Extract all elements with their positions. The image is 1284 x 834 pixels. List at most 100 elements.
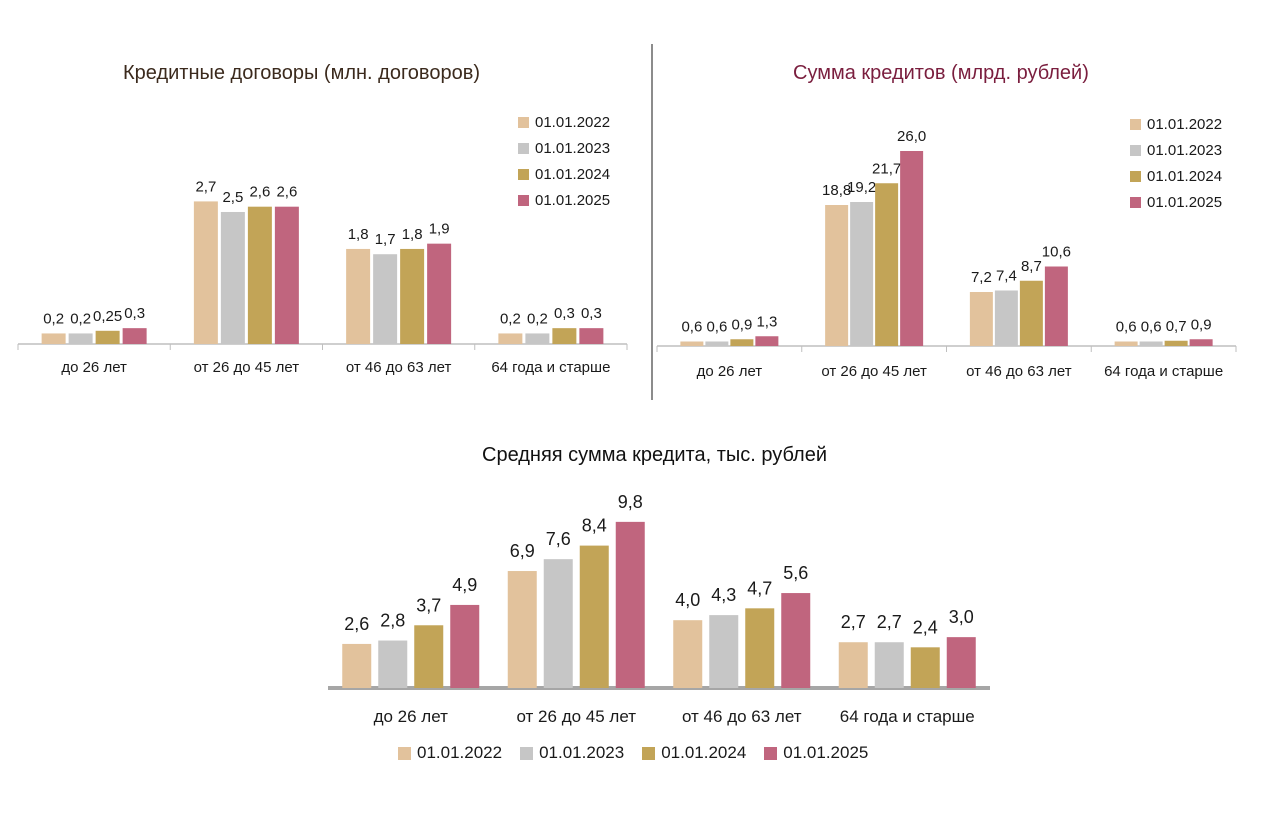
data-label: 2,8 [380, 611, 405, 631]
legend-item: 01.01.2024 [518, 166, 610, 183]
bar [900, 151, 924, 346]
bar [615, 521, 645, 688]
data-label: 4,9 [452, 575, 477, 595]
bar [1114, 341, 1138, 346]
legend-swatch-2025 [1130, 197, 1141, 208]
bar [543, 559, 573, 688]
legend-item: 01.01.2022 [398, 743, 502, 763]
bar [994, 290, 1018, 346]
data-label: 0,6 [1141, 319, 1162, 336]
bar [552, 328, 577, 344]
bar [378, 640, 408, 688]
chart-title: Средняя сумма кредита, тыс. рублей [482, 444, 827, 466]
legend-swatch-2022 [518, 117, 529, 128]
data-label: 0,2 [527, 310, 548, 327]
legend-label: 01.01.2022 [1147, 116, 1223, 133]
data-label: 0,3 [554, 305, 575, 322]
legend-item: 01.01.2024 [1130, 168, 1222, 185]
bar [373, 254, 398, 344]
legend-label: 01.01.2022 [417, 743, 503, 762]
bar [1139, 341, 1163, 346]
legend-item: 01.01.2025 [518, 192, 610, 209]
bar [1019, 280, 1043, 346]
legend-swatch-2023 [1130, 145, 1141, 156]
legend-label: 01.01.2025 [535, 192, 611, 209]
data-label: 4,0 [675, 590, 700, 610]
bar [498, 333, 523, 344]
bar [946, 637, 976, 688]
bar [400, 248, 425, 344]
loan-sum-chart: Сумма кредитов (млрд. рублей) 01.01.2022… [645, 0, 1284, 400]
bar [414, 625, 444, 688]
data-label: 3,7 [416, 595, 441, 615]
data-label: 0,6 [681, 319, 702, 336]
category-label: до 26 лет [61, 359, 127, 376]
data-label: 0,2 [43, 310, 64, 327]
category-label: до 26 лет [374, 707, 449, 726]
bar [274, 206, 299, 344]
bar [673, 620, 703, 688]
legend-label: 01.01.2025 [1147, 194, 1223, 211]
legend-item: 01.01.2023 [520, 743, 624, 763]
bar [730, 339, 754, 346]
chart-legend: 01.01.2022 01.01.2023 01.01.2024 01.01.2… [398, 743, 868, 763]
data-label: 2,6 [344, 614, 369, 634]
data-label: 0,6 [1116, 319, 1137, 336]
legend-label: 01.01.2023 [539, 743, 625, 762]
legend-swatch-2024 [1130, 171, 1141, 182]
data-label: 0,9 [1191, 316, 1212, 333]
bar [1189, 339, 1213, 346]
legend-label: 01.01.2024 [661, 743, 747, 762]
legend-item: 01.01.2022 [1130, 116, 1222, 133]
category-label: 64 года и старше [840, 707, 975, 726]
bar [579, 328, 604, 344]
legend-label: 01.01.2025 [783, 743, 869, 762]
bar [969, 292, 993, 346]
bar [193, 201, 218, 344]
bar [346, 248, 371, 344]
bar [781, 593, 811, 688]
data-label: 2,7 [195, 178, 216, 195]
legend-label: 01.01.2024 [1147, 168, 1223, 185]
category-label: до 26 лет [697, 363, 763, 380]
data-label: 2,7 [841, 612, 866, 632]
data-label: 26,0 [897, 128, 926, 145]
data-label: 8,4 [582, 516, 607, 536]
legend-swatch-2024 [518, 169, 529, 180]
bar [450, 604, 480, 688]
bar [220, 211, 245, 344]
bar [507, 571, 537, 688]
data-label: 0,6 [706, 319, 727, 336]
legend-item: 01.01.2022 [518, 114, 610, 131]
bar [825, 205, 849, 346]
category-label: от 26 до 45 лет [516, 707, 636, 726]
contracts-chart: Кредитные договоры (млн. договоров) 01.0… [0, 0, 645, 400]
bar [525, 333, 550, 344]
legend-swatch-2022 [398, 746, 411, 760]
legend-swatch-2025 [518, 195, 529, 206]
chart-title: Кредитные договоры (млн. договоров) [123, 62, 480, 84]
data-label: 2,5 [222, 189, 243, 206]
category-label: от 46 до 63 лет [682, 707, 802, 726]
data-label: 2,6 [249, 184, 270, 201]
bar [95, 330, 120, 344]
data-label: 2,6 [276, 184, 297, 201]
bar [850, 202, 874, 346]
data-label: 0,2 [500, 310, 521, 327]
legend-item: 01.01.2025 [1130, 194, 1222, 211]
legend-label: 01.01.2024 [535, 166, 611, 183]
bar [41, 333, 66, 344]
data-label: 10,6 [1042, 244, 1071, 261]
data-label: 1,8 [402, 226, 423, 243]
legend-swatch-2023 [518, 143, 529, 154]
bar [705, 341, 729, 346]
legend-item: 01.01.2025 [764, 743, 868, 763]
data-label: 0,9 [731, 316, 752, 333]
data-label: 19,2 [847, 179, 876, 196]
plot-area: 2,6 2,8 3,7 4,9 до 26 лет 6,9 7,6 8,4 9,8 от 26 д… [328, 492, 990, 726]
bar [910, 647, 940, 688]
bar [838, 642, 868, 688]
data-label: 7,4 [996, 268, 1017, 285]
data-label: 1,9 [429, 221, 450, 238]
